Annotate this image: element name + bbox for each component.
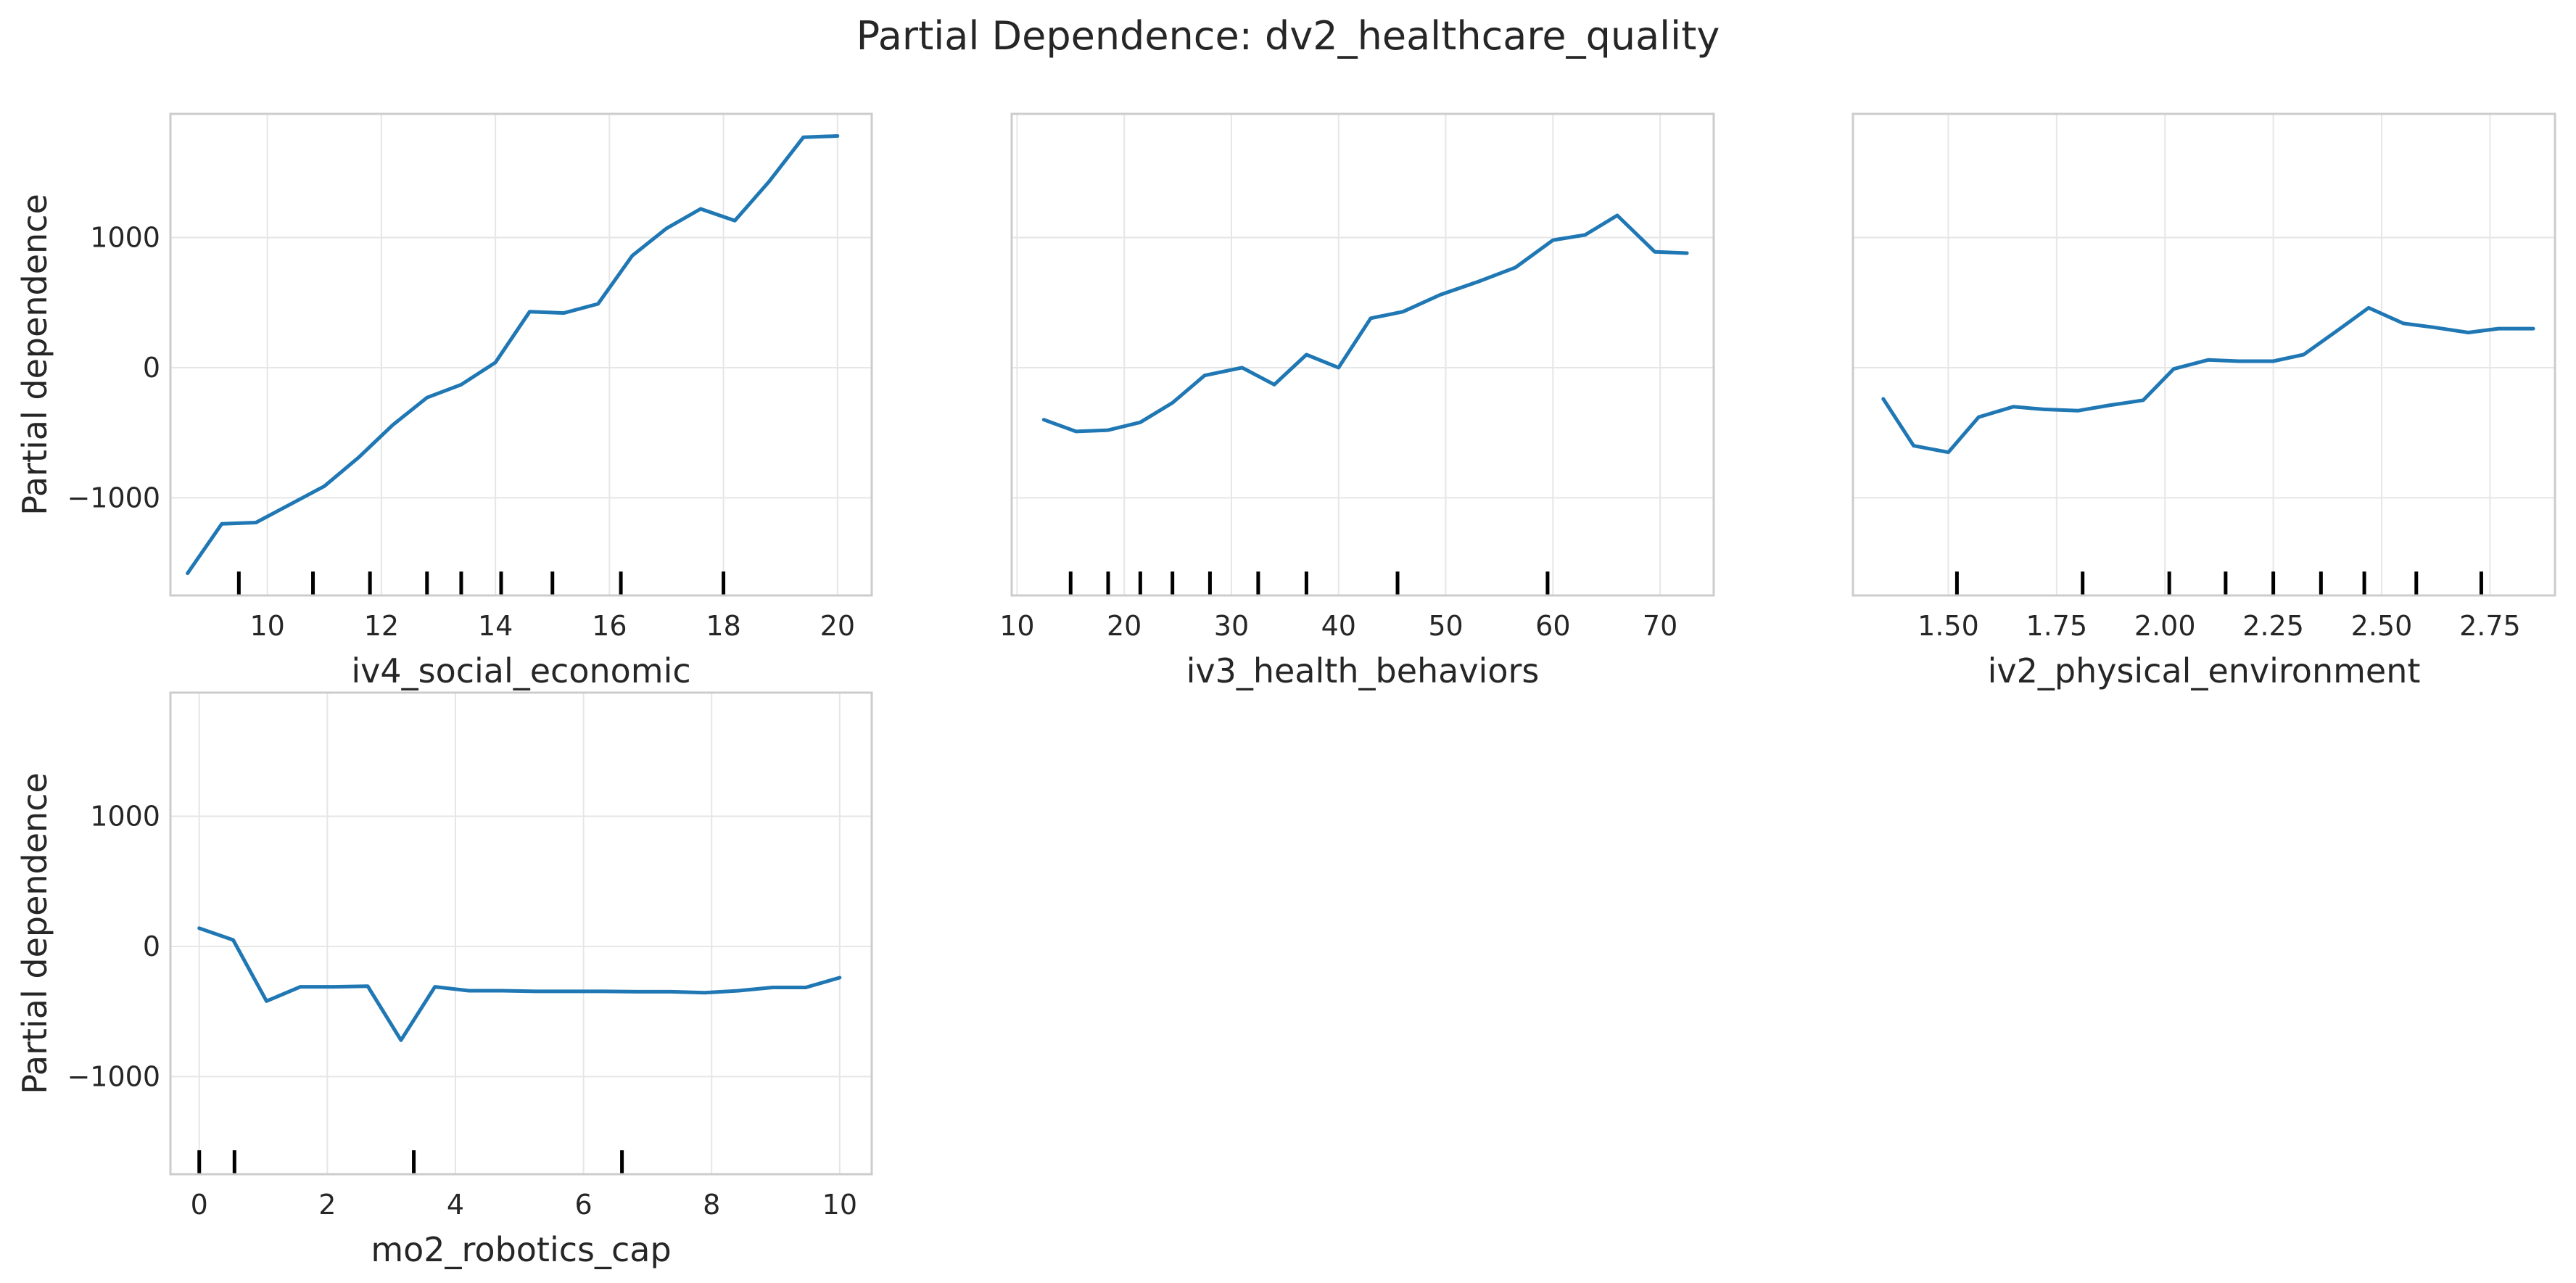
figure-title: Partial Dependence: dv2_healthcare_quali… xyxy=(856,13,1720,59)
subplot-mo2-robotics-cap: 0 2 4 6 8 10 −1000 0 1000 mo2_robotics_cap Partial… xyxy=(15,691,873,1269)
y-tick-label: 0 xyxy=(143,352,160,384)
x-tick-label: 10 xyxy=(822,1189,857,1221)
x-tick-label: 4 xyxy=(447,1189,464,1221)
subplot-iv4-social-economic: 10 12 14 16 18 20 −1000 0 1000 iv4_social_economi… xyxy=(15,112,873,690)
x-tick-label: 2.75 xyxy=(2459,610,2521,642)
x-axis-label: mo2_robotics_cap xyxy=(371,1230,671,1269)
x-tick-label: 2.50 xyxy=(2351,610,2413,642)
y-tick-label: 1000 xyxy=(90,221,160,253)
x-tick-label: 20 xyxy=(820,610,855,642)
y-tick-label: −1000 xyxy=(67,1060,160,1092)
plot-frame xyxy=(169,112,873,597)
x-tick-label: 50 xyxy=(1428,610,1463,642)
x-tick-label: 16 xyxy=(592,610,627,642)
x-tick-label: 2.00 xyxy=(2134,610,2196,642)
x-tick-label: 70 xyxy=(1643,610,1677,642)
x-tick-label: 12 xyxy=(364,610,399,642)
plot-frame xyxy=(169,691,873,1176)
x-tick-label: 1.50 xyxy=(1917,610,1979,642)
plot-frame xyxy=(1010,112,1715,597)
partial-dependence-line xyxy=(1881,305,2535,455)
x-tick-label: 18 xyxy=(706,610,740,642)
x-tick-label: 2 xyxy=(318,1189,336,1221)
x-tick-label: 10 xyxy=(249,610,284,642)
subplot-iv3-health-behaviors: 10 20 30 40 50 60 70 iv3_health_behaviors xyxy=(999,112,1715,690)
x-tick-label: 1.75 xyxy=(2026,610,2088,642)
x-axis-label: iv3_health_behaviors xyxy=(1186,651,1540,690)
partial-dependence-line xyxy=(186,134,840,575)
x-tick-label: 60 xyxy=(1535,610,1570,642)
x-tick-label: 0 xyxy=(191,1189,208,1221)
partial-dependence-line xyxy=(1041,213,1689,434)
x-tick-label: 20 xyxy=(1107,610,1142,642)
x-tick-label: 2.25 xyxy=(2242,610,2304,642)
x-tick-label: 30 xyxy=(1214,610,1249,642)
subplot-iv2-physical-environment: 1.50 1.75 2.00 2.25 2.50 2.75 iv2_physical_env… xyxy=(1852,112,2556,690)
x-tick-label: 8 xyxy=(703,1189,720,1221)
x-axis-label: iv4_social_economic xyxy=(351,651,690,690)
y-axis-label: Partial dependence xyxy=(15,772,54,1094)
x-tick-label: 10 xyxy=(999,610,1034,642)
x-axis-label: iv2_physical_environment xyxy=(1988,651,2421,690)
y-tick-label: −1000 xyxy=(67,482,160,513)
partial-dependence-line xyxy=(197,926,842,1042)
x-tick-label: 40 xyxy=(1321,610,1356,642)
x-tick-label: 6 xyxy=(575,1189,593,1221)
plot-frame xyxy=(1852,112,2556,597)
y-axis-label: Partial dependence xyxy=(15,194,54,516)
x-tick-label: 14 xyxy=(478,610,513,642)
y-tick-label: 0 xyxy=(143,931,160,962)
y-tick-label: 1000 xyxy=(90,800,160,832)
